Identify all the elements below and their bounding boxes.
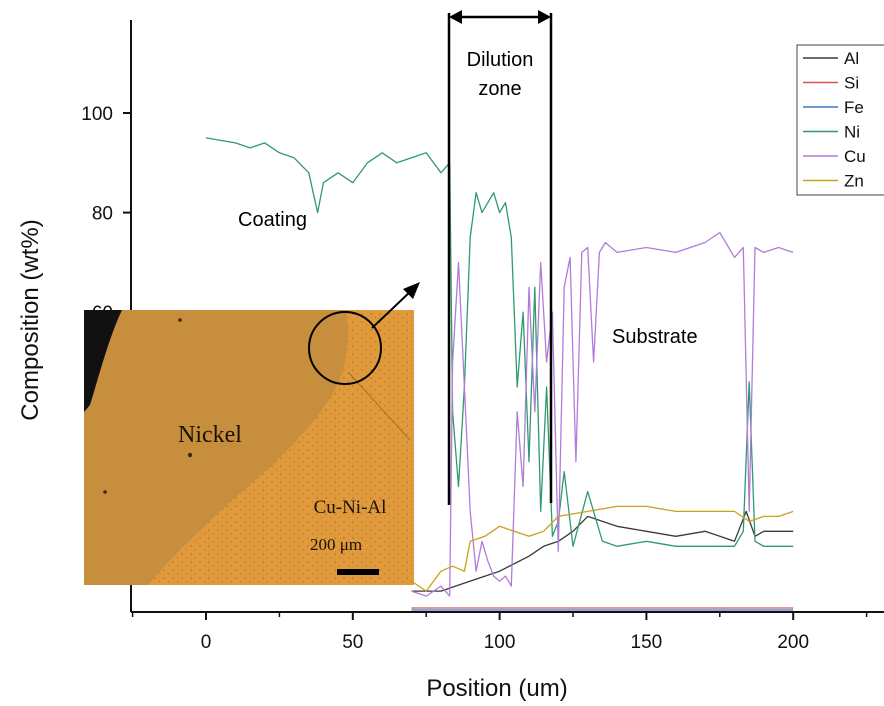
x-tick-label: 150: [631, 632, 663, 653]
series-line-zn: [411, 505, 794, 592]
legend-label-ni: Ni: [844, 123, 860, 142]
x-axis-title: Position (um): [426, 675, 567, 702]
dilution-zone-bracket: [447, 10, 553, 505]
micrograph-pore: [187, 452, 193, 458]
legend-label-fe: Fe: [844, 98, 864, 117]
series-line-al: [411, 510, 794, 592]
micrograph-crack: [347, 371, 411, 441]
series-layer: [205, 137, 794, 611]
x-tick-label: 100: [484, 632, 516, 653]
legend-label-zn: Zn: [844, 172, 864, 191]
legend-label-cu: Cu: [844, 147, 866, 166]
x-tick-label: 50: [342, 632, 363, 653]
micrograph-pore: [103, 490, 107, 494]
legend-label-si: Si: [844, 74, 859, 93]
annotation-dilution: Dilution: [467, 49, 534, 71]
y-axis-title: Composition (wt%): [17, 219, 44, 420]
x-axis-ticks: 0 50 100 150 200: [131, 612, 868, 653]
pointer-arrow: [371, 289, 413, 329]
y-tick-label: 80: [92, 204, 113, 225]
x-tick-label: 0: [201, 632, 212, 653]
inset-nickel-label: Nickel: [178, 422, 242, 448]
x-tick-label: 200: [777, 632, 809, 653]
y-tick-label: 100: [81, 104, 113, 125]
micrograph-nickel-region: [84, 310, 348, 585]
micrograph-highlight-circle: [308, 311, 382, 385]
micrograph-inset: Nickel Cu-Ni-Al 200 μm: [84, 310, 414, 585]
pointer-arrowhead: [403, 282, 420, 299]
annotation-zone: zone: [478, 78, 521, 100]
inset-alloy-label: Cu-Ni-Al: [314, 497, 387, 518]
series-line-ni: [205, 137, 794, 547]
y-axis-ticks: 6080100: [81, 104, 131, 324]
inset-scale-bar: [337, 569, 379, 575]
legend-box: [796, 44, 884, 196]
series-line-cu: [411, 231, 794, 597]
micrograph-dark-void: [84, 310, 122, 412]
micrograph-pore: [178, 318, 182, 322]
annotation-coating: Coating: [238, 209, 307, 231]
legend: Al Si Fe Ni Cu Zn: [796, 44, 884, 196]
inset-scale-label: 200 μm: [310, 535, 362, 554]
legend-label-al: Al: [844, 49, 859, 68]
annotation-substrate: Substrate: [612, 326, 698, 348]
